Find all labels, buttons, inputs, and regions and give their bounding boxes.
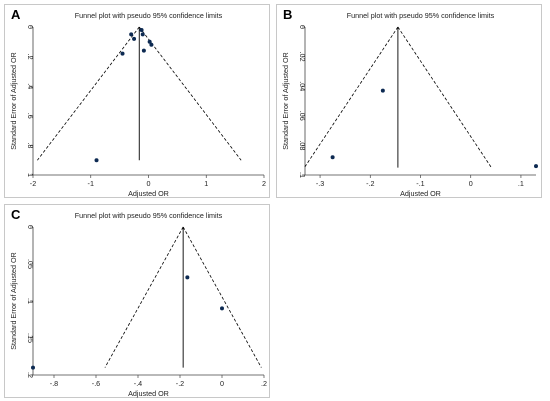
- x-tick-label-b: 0: [469, 179, 473, 188]
- data-point-a: [132, 36, 137, 41]
- x-tick-label-c: -.8: [50, 379, 58, 388]
- x-tick-label-b: .1: [518, 179, 524, 188]
- x-tick-label-b: -.2: [366, 179, 374, 188]
- panel-c-label: C: [11, 207, 21, 222]
- y-tick-label-a: .2: [26, 54, 35, 60]
- data-point-c: [185, 275, 190, 280]
- funnel-chart-b: Funnel plot with pseudo 95% confidence l…: [281, 11, 538, 198]
- chart-title-b: Funnel plot with pseudo 95% confidence l…: [347, 11, 495, 20]
- x-tick-label-c: -.6: [92, 379, 100, 388]
- y-tick-label-b: .06: [298, 111, 307, 121]
- y-tick-label-b: 0: [298, 25, 307, 29]
- data-point-c: [31, 365, 35, 370]
- y-axis-label-c: Standard Error of Adjusted OR: [9, 252, 18, 349]
- x-tick-label-c: .2: [261, 379, 267, 388]
- data-point-a: [129, 32, 134, 37]
- x-tick-label-a: 1: [204, 179, 208, 188]
- y-tick-label-b: .08: [298, 140, 307, 150]
- panel-a: A Funnel plot with pseudo 95% confidence…: [4, 4, 270, 198]
- x-tick-label-a: 0: [147, 179, 151, 188]
- x-tick-label-a: -1: [88, 179, 94, 188]
- data-point-a: [140, 32, 145, 37]
- ci-limit-right-a: [138, 26, 242, 161]
- y-tick-label-b: .04: [298, 81, 307, 91]
- data-point-b: [330, 155, 335, 160]
- chart-title-c: Funnel plot with pseudo 95% confidence l…: [75, 211, 223, 220]
- data-point-a: [139, 27, 144, 32]
- panel-a-label: A: [11, 7, 21, 22]
- data-point-b: [534, 164, 538, 169]
- ci-limit-left-c: [104, 226, 184, 368]
- x-tick-label-b: -.1: [416, 179, 424, 188]
- y-tick-label-a: .8: [26, 142, 35, 148]
- ci-limit-left-a: [37, 26, 140, 161]
- data-point-a: [94, 158, 99, 163]
- y-tick-label-c: .15: [26, 333, 35, 343]
- y-tick-label-c: .1: [26, 298, 35, 304]
- data-point-a: [141, 48, 146, 53]
- ci-limit-right-c: [182, 226, 262, 368]
- y-tick-label-a: 1: [26, 173, 35, 177]
- y-tick-label-c: .05: [26, 259, 35, 269]
- x-tick-label-c: -.4: [134, 379, 142, 388]
- panel-b: B Funnel plot with pseudo 95% confidence…: [276, 4, 542, 198]
- x-axis-label-a: Adjusted OR: [128, 189, 169, 198]
- x-axis-label-c: Adjusted OR: [128, 389, 169, 398]
- ci-limit-right-b: [397, 26, 492, 168]
- x-tick-label-a: -2: [30, 179, 36, 188]
- funnel-chart-a: Funnel plot with pseudo 95% confidence l…: [9, 11, 266, 198]
- data-point-a: [147, 39, 152, 44]
- y-tick-label-b: .02: [298, 52, 307, 62]
- ci-limit-left-b: [304, 26, 399, 168]
- data-point-a: [120, 51, 125, 56]
- y-tick-label-a: .6: [26, 113, 35, 119]
- data-point-c: [220, 306, 224, 311]
- data-point-b: [380, 88, 385, 93]
- y-tick-label-b: .1: [298, 172, 307, 178]
- y-tick-label-c: 0: [26, 225, 35, 229]
- x-axis-label-b: Adjusted OR: [400, 189, 441, 198]
- panel-b-label: B: [283, 7, 293, 22]
- chart-title-a: Funnel plot with pseudo 95% confidence l…: [75, 11, 223, 20]
- y-axis-label-b: Standard Error of Adjusted OR: [281, 52, 290, 149]
- funnel-chart-c: Funnel plot with pseudo 95% confidence l…: [9, 211, 267, 398]
- x-tick-label-c: 0: [220, 379, 224, 388]
- y-tick-label-c: .2: [26, 372, 35, 378]
- x-tick-label-c: -.2: [176, 379, 184, 388]
- y-tick-label-a: .4: [26, 83, 35, 89]
- x-tick-label-b: -.3: [316, 179, 324, 188]
- y-tick-label-a: 0: [26, 25, 35, 29]
- y-axis-label-a: Standard Error of Adjusted OR: [9, 52, 18, 149]
- data-point-a: [149, 42, 154, 47]
- x-tick-label-a: 2: [262, 179, 266, 188]
- panel-c: C Funnel plot with pseudo 95% confidence…: [4, 204, 270, 398]
